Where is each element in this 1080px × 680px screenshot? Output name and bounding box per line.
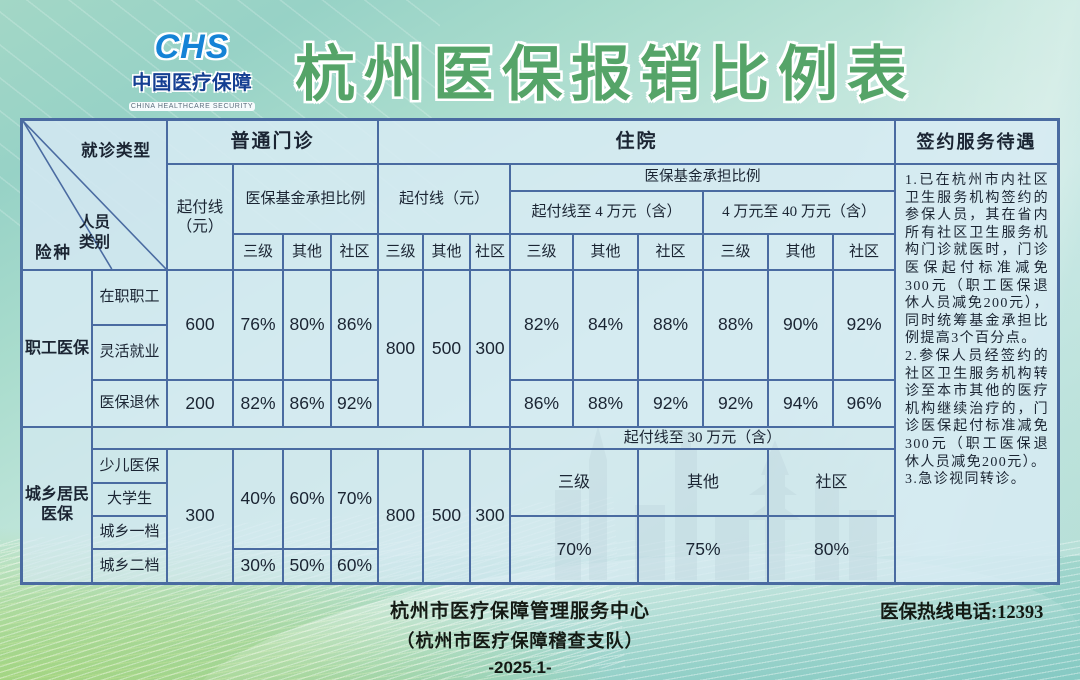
footer-hotline: 医保热线电话:12393 [880, 603, 1044, 623]
signed-note-2: 2.参保人员经签约的社区卫生服务机构转诊至本市其他的医疗机构继续治疗的，门诊医保… [905, 348, 1049, 470]
corner-label-visit-type: 就诊类型 [81, 141, 151, 160]
header-range-4-40: 4 万元至 40 万元（含） [703, 191, 895, 234]
cell-emp-in-active-4-40-tier3: 88% [703, 270, 768, 380]
cell-res-in-deductible-community: 300 [470, 449, 510, 583]
cell-emp-out-active-tier3: 76% [233, 270, 283, 380]
header-outpatient-fund-share: 医保基金承担比例 [233, 164, 378, 234]
corner-label-person-type: 人员 类别 [79, 214, 111, 252]
cell-emp-in-retired-0-4-community: 92% [638, 380, 703, 427]
cell-emp-in-deductible-other: 500 [423, 270, 470, 427]
row-label-active-employee: 在职职工 [92, 270, 167, 325]
cell-emp-in-active-0-4-other: 84% [573, 270, 638, 380]
header-level-other: 其他 [283, 234, 331, 270]
corner-diagonal-lines [23, 121, 166, 269]
footer-date: -2025.1- [488, 658, 552, 677]
signed-note-3: 3.急诊视同转诊。 [905, 472, 1027, 488]
reimbursement-table: 就诊类型 人员 类别 险种 普通门诊 住院 签约服务待遇 起付线 （元） 医保基… [20, 118, 1060, 585]
group-header-signed-service: 签约服务待遇 [895, 120, 1058, 164]
header-level-other: 其他 [768, 234, 833, 270]
header-level-tier3: 三级 [378, 234, 423, 270]
row-label-children: 少儿医保 [92, 449, 167, 483]
cell-emp-out-active-other: 80% [283, 270, 331, 380]
row-label-resident-tier1: 城乡一档 [92, 516, 167, 549]
cell-emp-in-active-0-4-community: 88% [638, 270, 703, 380]
header-inpatient-fund-share: 医保基金承担比例 [510, 164, 895, 191]
cell-emp-in-deductible-tier3: 800 [378, 270, 423, 427]
header-range-0-30: 起付线至 30 万元（含） [510, 427, 895, 449]
header-level-tier3: 三级 [510, 234, 573, 270]
cell-res-out-deductible: 300 [167, 449, 233, 583]
chs-logo-acronym: CHS [154, 28, 230, 66]
cell-emp-out-deductible-retired: 200 [167, 380, 233, 427]
footer-org-subname: （杭州市医疗保障稽查支队） [396, 631, 644, 651]
header-level-tier3: 三级 [233, 234, 283, 270]
cell-emp-in-retired-4-40-other: 94% [768, 380, 833, 427]
header-level-tier3: 三级 [703, 234, 768, 270]
cell-res-out-upper-community: 70% [331, 449, 378, 549]
cell-res-out-upper-tier3: 40% [233, 449, 283, 549]
group-header-outpatient: 普通门诊 [167, 120, 378, 164]
header-inpatient-deductible: 起付线（元） [378, 164, 510, 234]
header-range-0-4: 起付线至 4 万元（含） [510, 191, 703, 234]
header-level-other: 其他 [573, 234, 638, 270]
row-group-resident: 城乡居民 医保 [22, 427, 92, 583]
signed-service-notes: 1.已在杭州市内社区卫生服务机构签约的参保人员，其在省内所有社区卫生服务机构门诊… [895, 164, 1058, 583]
cell-emp-in-retired-0-4-other: 88% [573, 380, 638, 427]
cell-res-out-tier2-other: 50% [283, 549, 331, 583]
cell-emp-in-active-4-40-other: 90% [768, 270, 833, 380]
header-level-community: 社区 [638, 234, 703, 270]
header-level-community: 社区 [470, 234, 510, 270]
header-res-level-other: 其他 [638, 449, 768, 516]
header-outpatient-deductible: 起付线 （元） [167, 164, 233, 270]
cell-emp-out-retired-community: 92% [331, 380, 378, 427]
cell-emp-in-active-4-40-community: 92% [833, 270, 895, 380]
signed-note-1: 1.已在杭州市内社区卫生服务机构签约的参保人员，其在省内所有社区卫生服务机构门诊… [905, 173, 1049, 347]
cell-res-out-tier2-tier3: 30% [233, 549, 283, 583]
header-level-community: 社区 [331, 234, 378, 270]
cell-emp-out-active-community: 86% [331, 270, 378, 380]
row-label-flexible-employment: 灵活就业 [92, 325, 167, 380]
group-header-inpatient: 住院 [378, 120, 895, 164]
header-res-level-tier3: 三级 [510, 449, 638, 516]
cell-emp-in-active-0-4-tier3: 82% [510, 270, 573, 380]
cell-res-in-value-tier3: 70% [510, 516, 638, 583]
corner-header-cell: 就诊类型 人员 类别 险种 [22, 120, 167, 270]
cell-emp-in-retired-4-40-community: 96% [833, 380, 895, 427]
cell-emp-out-deductible-active: 600 [167, 270, 233, 380]
cell-emp-in-deductible-community: 300 [470, 270, 510, 427]
cell-res-out-tier2-community: 60% [331, 549, 378, 583]
cell-res-out-upper-other: 60% [283, 449, 331, 549]
header-res-level-community: 社区 [768, 449, 895, 516]
cell-emp-in-retired-4-40-tier3: 92% [703, 380, 768, 427]
cell-emp-out-retired-other: 86% [283, 380, 331, 427]
footer-org-name: 杭州市医疗保障管理服务中心 [389, 601, 650, 622]
cell-emp-out-retired-tier3: 82% [233, 380, 283, 427]
chs-logo: CHS 中国医疗保障 CHINA HEALTHCARE SECURITY [126, 30, 258, 113]
footer-org-block: 杭州市医疗保障管理服务中心 （杭州市医疗保障稽查支队） -2025.1- [300, 596, 740, 678]
row-label-resident-tier2: 城乡二档 [92, 549, 167, 583]
cell-resident-band-empty [92, 427, 510, 449]
cell-res-in-deductible-other: 500 [423, 449, 470, 583]
header-level-other: 其他 [423, 234, 470, 270]
corner-label-insurance-type: 险种 [35, 243, 72, 262]
header-level-community: 社区 [833, 234, 895, 270]
row-group-employee: 职工医保 [22, 270, 92, 427]
cell-res-in-value-community: 80% [768, 516, 895, 583]
row-label-retired: 医保退休 [92, 380, 167, 427]
cell-res-in-deductible-tier3: 800 [378, 449, 423, 583]
chs-logo-name-en: CHINA HEALTHCARE SECURITY [128, 102, 256, 111]
cell-emp-in-retired-0-4-tier3: 86% [510, 380, 573, 427]
poster-title: 杭州医保报销比例表 [295, 42, 916, 108]
chs-logo-name-cn: 中国医疗保障 [131, 73, 252, 94]
row-label-college-student: 大学生 [92, 483, 167, 516]
cell-res-in-value-other: 75% [638, 516, 768, 583]
